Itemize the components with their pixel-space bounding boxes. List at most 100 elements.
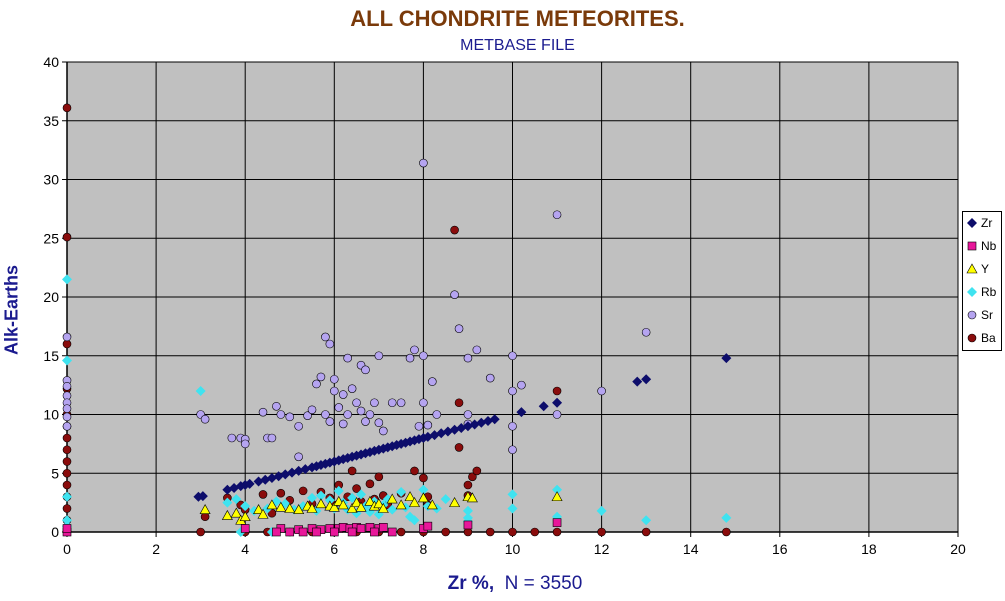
point-zr <box>721 353 732 364</box>
legend-item-zr: Zr <box>966 216 992 230</box>
point-sr <box>552 410 562 419</box>
point-nb <box>272 527 281 537</box>
y-tick-label: 5 <box>51 465 59 481</box>
point-nb <box>365 522 375 532</box>
x-tick-label: 18 <box>861 541 877 557</box>
point-sr <box>338 390 348 399</box>
point-ba <box>62 504 72 513</box>
point-y <box>266 499 278 510</box>
point-ba <box>347 466 357 476</box>
point-y <box>253 504 265 514</box>
point-rb <box>62 491 72 502</box>
point-sr <box>294 452 303 462</box>
point-sr <box>312 379 321 389</box>
point-sr <box>432 410 442 419</box>
x-tick-label: 6 <box>330 541 338 557</box>
point-rb <box>222 497 233 508</box>
point-ba <box>508 527 517 537</box>
point-sr <box>240 439 250 449</box>
point-sr <box>294 421 303 431</box>
point-rb <box>641 515 652 526</box>
point-ba <box>419 473 428 483</box>
point-ba <box>552 527 562 537</box>
point-sr <box>414 421 424 431</box>
point-sr <box>325 339 335 349</box>
point-ba <box>365 479 375 489</box>
point-zr <box>641 374 652 385</box>
legend-swatch <box>966 263 978 274</box>
point-sr <box>329 374 339 384</box>
y-tick-label: 40 <box>43 54 59 70</box>
point-rb <box>315 490 326 501</box>
point-sr <box>410 345 419 355</box>
point-sr <box>62 412 72 422</box>
point-sr <box>379 426 388 436</box>
point-y <box>306 502 318 513</box>
y-tick-label: 25 <box>43 230 59 246</box>
point-rb <box>596 505 607 516</box>
point-sr <box>450 290 459 299</box>
x-axis-label: Zr %, N = 3550 <box>447 573 583 594</box>
point-ba <box>410 466 419 476</box>
point-ba <box>454 398 464 408</box>
point-y <box>351 497 363 507</box>
point-nb <box>552 518 562 527</box>
x-tick-label: 4 <box>241 541 249 557</box>
point-sr <box>365 410 375 419</box>
point-ba <box>485 527 495 537</box>
point-nb <box>463 520 473 530</box>
point-sr <box>454 324 464 334</box>
y-tick-label: 10 <box>43 407 59 423</box>
point-nb <box>312 527 321 537</box>
legend-item-sr: Sr <box>966 308 993 322</box>
point-rb <box>347 492 358 503</box>
point-y <box>328 501 340 512</box>
point-ba <box>722 527 731 537</box>
legend-swatch <box>967 287 977 297</box>
point-sr <box>641 327 651 337</box>
point-nb <box>240 524 250 533</box>
point-sr <box>423 420 433 430</box>
point-sr <box>463 353 473 363</box>
point-rb <box>721 512 732 523</box>
point-y <box>377 502 389 513</box>
point-rb <box>507 489 518 500</box>
point-sr <box>343 353 352 363</box>
point-rb <box>62 515 72 526</box>
legend-marker-ba <box>967 333 977 343</box>
legend-marker-zr <box>967 218 977 228</box>
point-y <box>315 498 327 509</box>
point-sr <box>361 417 370 426</box>
point-ba <box>62 457 72 466</box>
data-points <box>62 103 732 537</box>
point-rb <box>324 495 335 506</box>
point-rb <box>396 487 407 498</box>
point-zr <box>552 397 563 408</box>
legend-label: Zr <box>981 216 993 230</box>
point-ba <box>463 480 473 490</box>
point-nb <box>62 524 72 533</box>
point-rb <box>195 386 206 396</box>
point-y <box>466 492 478 503</box>
point-ba <box>62 468 72 478</box>
legend-swatch <box>967 218 977 228</box>
x-tick-label: 20 <box>950 541 966 557</box>
point-y <box>386 493 398 504</box>
legend-item-y: Y <box>966 262 989 276</box>
point-nb <box>329 527 339 537</box>
x-tick-label: 12 <box>594 541 610 557</box>
point-rb <box>409 515 420 526</box>
point-zr <box>516 407 527 418</box>
point-sr <box>419 398 428 408</box>
point-sr <box>329 386 339 396</box>
point-ba <box>597 527 606 537</box>
point-rb <box>62 274 72 285</box>
series-nb <box>62 518 562 537</box>
point-ba <box>374 472 384 482</box>
point-rb <box>552 484 563 495</box>
point-sr <box>428 377 437 386</box>
legend-swatch <box>967 241 977 251</box>
point-ba <box>62 103 72 113</box>
point-sr <box>552 210 562 220</box>
point-ba <box>196 527 205 537</box>
